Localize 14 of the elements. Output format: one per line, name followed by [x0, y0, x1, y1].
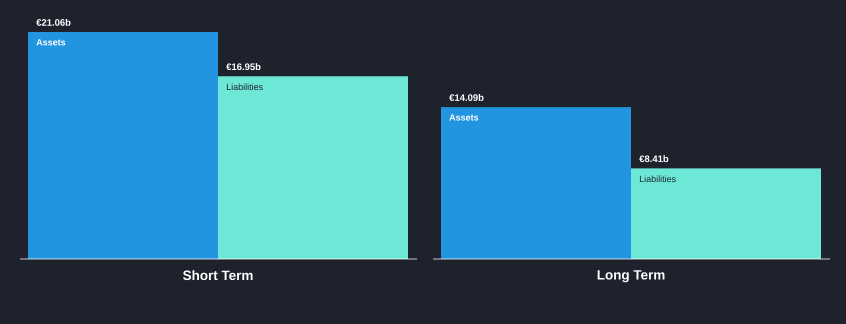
bar [441, 107, 631, 259]
bar [218, 76, 408, 259]
bar [631, 168, 822, 259]
x-tick-label: Short Term [183, 270, 253, 280]
data-label: €21.06b [36, 18, 71, 26]
data-label: €14.09b [449, 94, 484, 101]
x-tick-label: Long Term [598, 270, 664, 282]
text: Assets [449, 114, 478, 121]
series-label: Assets [36, 39, 66, 46]
text: Liabilities [226, 83, 263, 90]
series-label: Liabilities [640, 176, 676, 182]
data-label: €16.95b [226, 63, 261, 70]
data-label: €8.41b [639, 155, 668, 162]
bar [28, 32, 218, 259]
